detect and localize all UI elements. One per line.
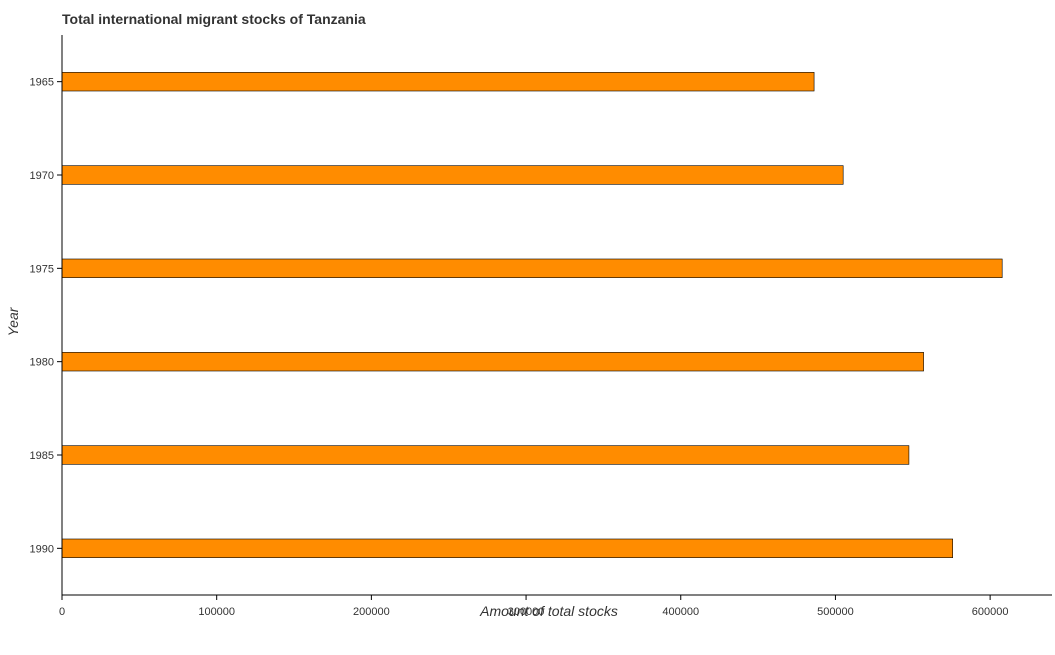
x-tick-label-200000: 200000	[353, 606, 390, 618]
x-tick-label-600000: 600000	[972, 606, 1009, 618]
y-tick-label-1990: 1990	[30, 543, 54, 555]
y-tick-label-1970: 1970	[30, 170, 54, 182]
bar-1985	[61, 445, 910, 465]
axes-layer: 1965 1970 1975 1980 1985 1990 0 100000 200000 300…	[30, 35, 1052, 618]
y-tick-label-1980: 1980	[30, 357, 54, 369]
bars-layer	[61, 72, 1003, 558]
x-tick-label-400000: 400000	[662, 606, 699, 618]
x-tick-label-300000: 300000	[508, 606, 545, 618]
y-tick-label-1975: 1975	[30, 263, 54, 275]
bar-1970	[61, 165, 844, 185]
bar-1965	[61, 72, 815, 92]
y-tick-label-1985: 1985	[30, 450, 54, 462]
x-axis-label: Amount of total stocks	[479, 603, 618, 619]
y-tick-label-1965: 1965	[30, 77, 54, 89]
x-tick-label-100000: 100000	[198, 606, 235, 618]
chart-title: Total international migrant stocks of Ta…	[62, 11, 366, 27]
y-axis-label: Year	[5, 306, 21, 336]
x-tick-label-500000: 500000	[817, 606, 854, 618]
bar-1980	[61, 352, 924, 372]
bar-1990	[61, 538, 953, 558]
bar-1975	[61, 258, 1003, 278]
x-tick-label-0: 0	[59, 606, 65, 618]
